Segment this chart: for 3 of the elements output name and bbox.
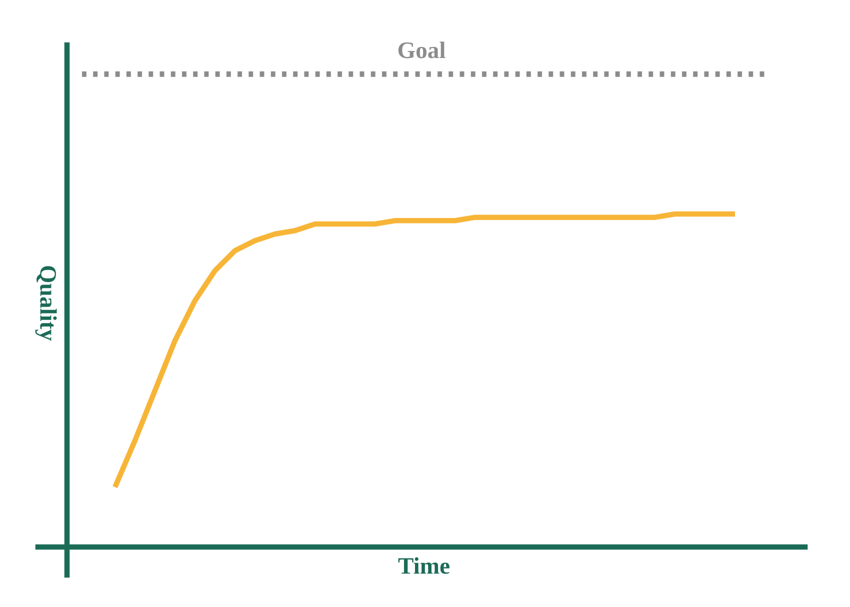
ref-line-label: Goal [398, 42, 446, 58]
x-axis-title: Time [398, 557, 450, 574]
y-axis-title: Quality [35, 266, 57, 341]
